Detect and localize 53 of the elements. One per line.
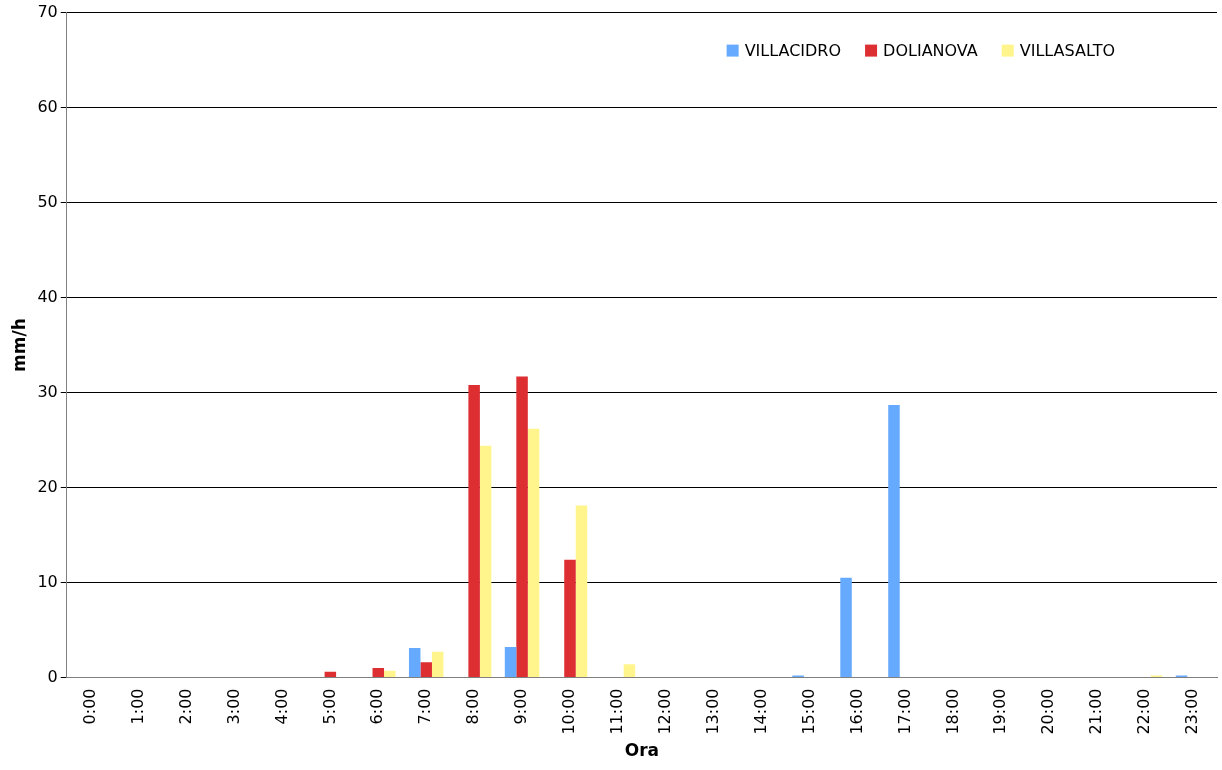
bar <box>888 404 900 677</box>
bar <box>372 667 385 677</box>
x-tick-label: 8:00 <box>463 688 483 725</box>
x-tick-label: 14:00 <box>750 688 770 735</box>
x-tick-label: 2:00 <box>175 688 195 725</box>
x-tick-label: 4:00 <box>271 688 291 725</box>
x-tick-label: 16:00 <box>846 688 866 735</box>
x-tick-label: 19:00 <box>990 688 1010 735</box>
bar <box>384 670 396 677</box>
bar <box>516 376 528 677</box>
y-tick-label: 70 <box>37 1 58 21</box>
y-tick-label: 20 <box>37 476 58 496</box>
y-tick-label: 0 <box>47 666 58 686</box>
bar <box>564 559 576 677</box>
x-axis-title: Ora <box>624 740 660 761</box>
x-tick-label: 12:00 <box>655 688 674 735</box>
x-tick-label: 22:00 <box>1134 688 1154 735</box>
x-tick-label: 7:00 <box>415 688 435 725</box>
x-tick-label: 6:00 <box>367 688 387 725</box>
x-tick-label: 9:00 <box>511 688 531 725</box>
x-tick-label: 23:00 <box>1182 688 1202 735</box>
y-tick-label: 10 <box>37 571 58 591</box>
y-tick-label: 40 <box>37 286 58 306</box>
x-tick-label: 13:00 <box>702 688 722 735</box>
x-tick-label: 3:00 <box>223 688 243 725</box>
x-tick-label: 0:00 <box>79 688 99 725</box>
bar <box>527 428 540 677</box>
x-tick-label: 21:00 <box>1086 688 1106 735</box>
bar <box>575 505 588 677</box>
bar <box>324 671 337 677</box>
bar <box>408 648 421 677</box>
bar <box>623 664 636 677</box>
x-tick-label: 5:00 <box>319 688 339 725</box>
y-tick-label: 30 <box>37 381 58 401</box>
bar <box>468 384 480 677</box>
y-tick-label: 60 <box>37 96 58 116</box>
x-tick-label: 15:00 <box>798 688 818 735</box>
y-axis-title: mm/h <box>8 318 29 372</box>
x-tick-label: 11:00 <box>607 688 627 735</box>
y-tick-label: 50 <box>37 191 58 211</box>
x-tick-label: 10:00 <box>559 688 579 735</box>
bar <box>504 647 517 677</box>
legend-label: VILLACIDRO <box>744 40 842 60</box>
bar <box>420 662 432 677</box>
legend-label: DOLIANOVA <box>883 40 978 60</box>
bar <box>840 577 852 677</box>
x-tick-label: 1:00 <box>127 688 147 725</box>
bar <box>479 445 492 677</box>
x-tick-label: 17:00 <box>894 688 914 735</box>
x-tick-label: 18:00 <box>942 688 962 735</box>
legend-label: VILLASALTO <box>1019 40 1115 60</box>
bar <box>431 651 444 677</box>
x-tick-label: 20:00 <box>1038 688 1058 735</box>
